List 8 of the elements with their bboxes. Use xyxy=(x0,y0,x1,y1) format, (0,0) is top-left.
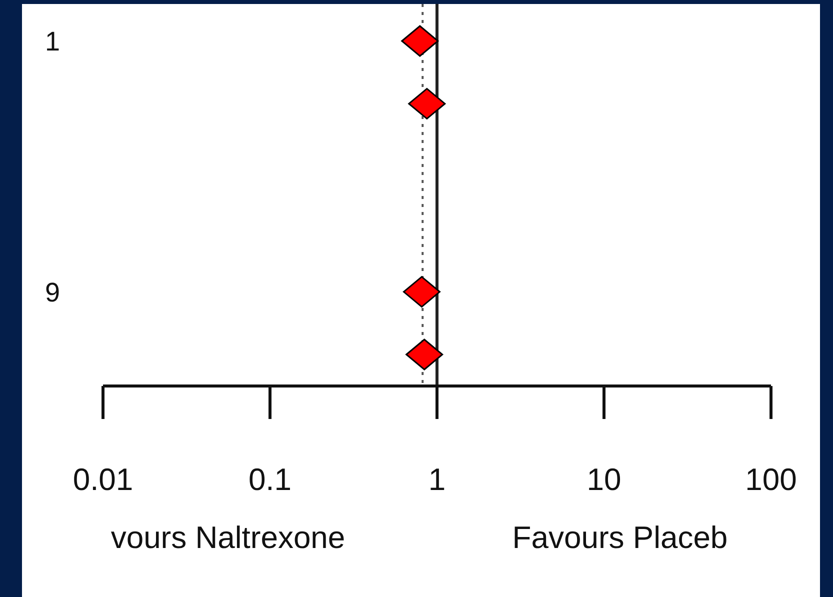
x-tick-label: 1 xyxy=(428,462,446,497)
y-tick-label: 9 xyxy=(44,277,60,308)
text: vours Naltrexone xyxy=(110,520,346,555)
x-tick-label: 100 xyxy=(745,462,797,497)
x-tick-label: 0.01 xyxy=(72,462,134,497)
x-tick-label: 10 xyxy=(586,462,622,497)
x-tick-label: 0.1 xyxy=(248,462,292,497)
text: Favours Placeb xyxy=(512,520,728,555)
